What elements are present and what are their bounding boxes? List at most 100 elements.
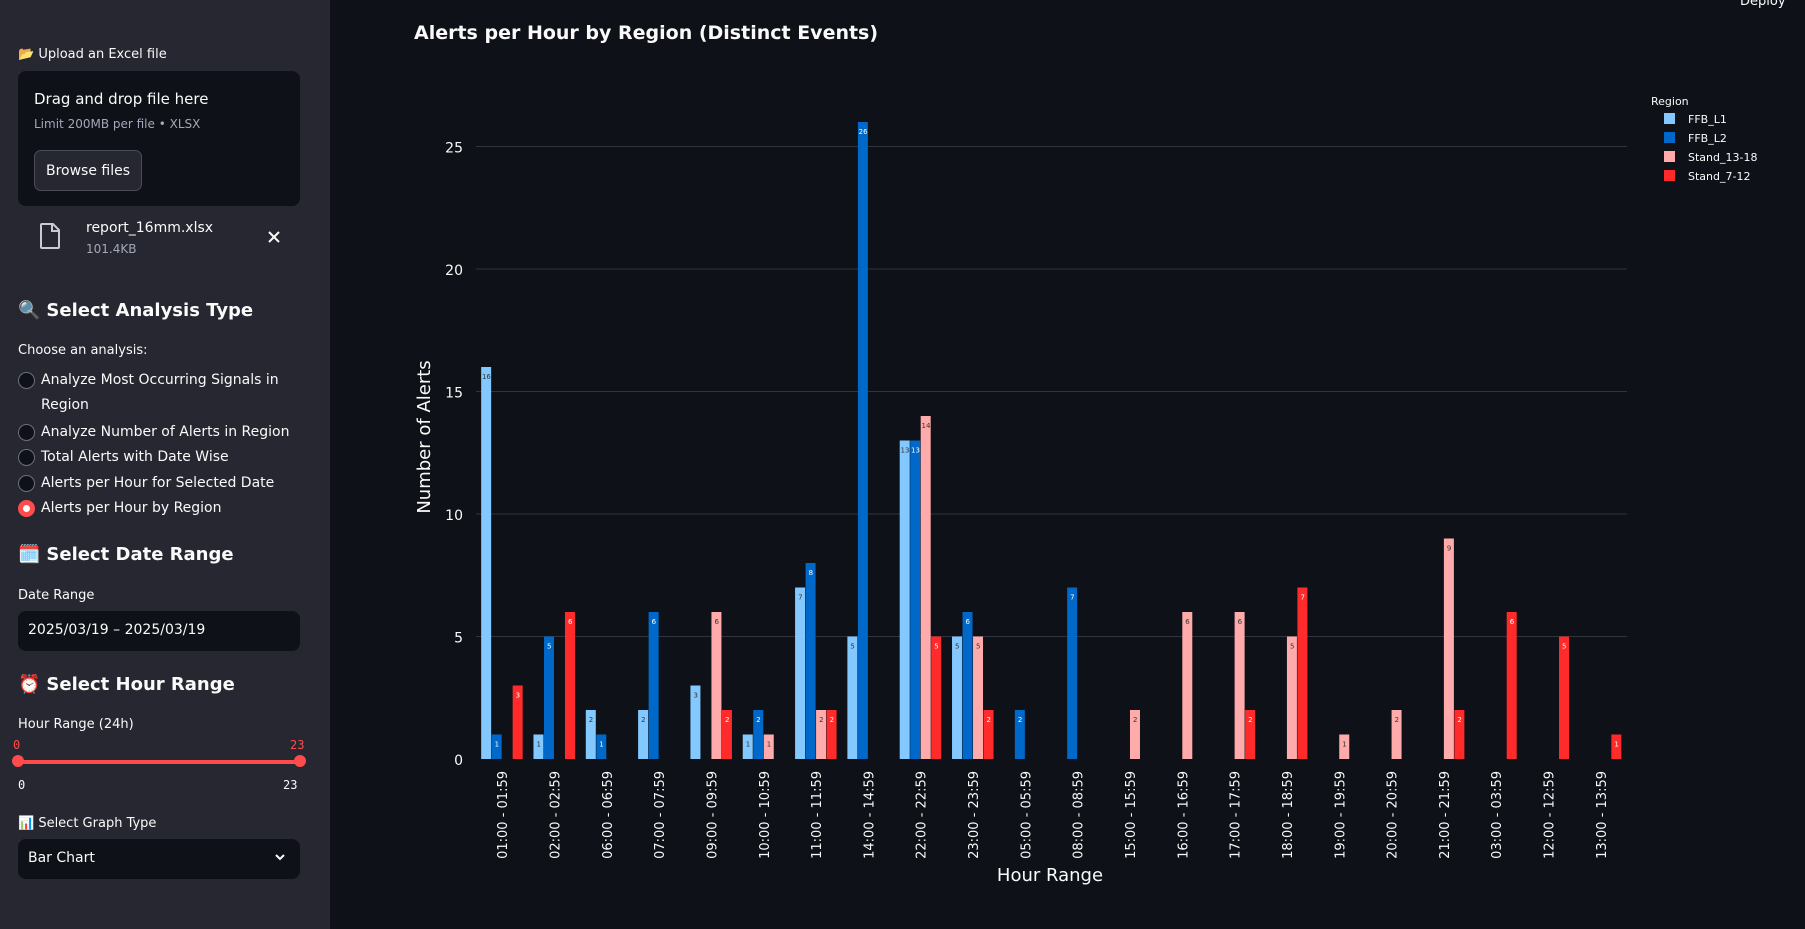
- radio-option-alerts-per-hour-by-region[interactable]: Alerts per Hour by Region: [18, 496, 308, 521]
- bar[interactable]: [742, 734, 753, 760]
- bar[interactable]: [1067, 587, 1078, 760]
- bar[interactable]: [805, 563, 816, 759]
- slider-min-label: 0: [18, 778, 26, 792]
- radio-label: Total Alerts with Date Wise: [41, 449, 229, 465]
- legend-label[interactable]: Stand_7-12: [1688, 170, 1750, 183]
- bar[interactable]: [1391, 710, 1402, 759]
- bar-data-label: 6: [1238, 618, 1243, 626]
- radio-option-most-occurring-signals[interactable]: Analyze Most Occurring Signals in Region: [18, 368, 308, 418]
- y-tick-label: 0: [454, 753, 463, 769]
- bar[interactable]: [512, 685, 523, 760]
- bar[interactable]: [910, 440, 921, 760]
- bar[interactable]: [1182, 612, 1193, 759]
- x-tick-label: 14:00 - 14:59: [862, 771, 877, 859]
- x-tick-label: 09:00 - 09:59: [705, 771, 720, 859]
- sidebar: 📂 Upload an Excel file Drag and drop fil…: [0, 0, 330, 929]
- slider-thumb-low[interactable]: [12, 755, 24, 767]
- bar[interactable]: [690, 685, 701, 760]
- slider-max-label: 23: [283, 778, 298, 792]
- x-tick-label: 10:00 - 10:59: [758, 771, 773, 859]
- x-tick-label: 22:00 - 22:59: [915, 771, 930, 859]
- legend-label[interactable]: FFB_L2: [1688, 132, 1727, 145]
- bar[interactable]: [1245, 710, 1256, 759]
- bar[interactable]: [1443, 538, 1454, 760]
- bar[interactable]: [816, 710, 827, 759]
- legend-swatch[interactable]: [1664, 113, 1675, 124]
- hour-range-heading: ⏰ Select Hour Range: [18, 674, 235, 695]
- bar-data-label: 5: [1562, 643, 1566, 651]
- legend-label[interactable]: Stand_13-18: [1688, 151, 1757, 164]
- bar[interactable]: [543, 636, 554, 760]
- bar-data-label: 6: [568, 618, 573, 626]
- bar[interactable]: [1559, 636, 1570, 760]
- hour-range-slider-track[interactable]: [18, 760, 300, 764]
- radio-button[interactable]: [18, 372, 35, 389]
- bar[interactable]: [638, 710, 649, 759]
- bar[interactable]: [564, 612, 575, 759]
- radio-button[interactable]: [18, 449, 35, 466]
- x-tick-label: 08:00 - 08:59: [1072, 771, 1087, 859]
- bar-data-label: 16: [482, 373, 491, 381]
- radio-label: Analyze Most Occurring Signals in Region: [41, 372, 279, 413]
- radio-button-selected[interactable]: [18, 500, 35, 517]
- bar[interactable]: [899, 440, 910, 760]
- x-tick-label: 11:00 - 11:59: [810, 771, 825, 859]
- bar[interactable]: [826, 710, 837, 759]
- bar[interactable]: [1297, 587, 1308, 760]
- x-axis-label: Hour Range: [997, 865, 1103, 886]
- bar[interactable]: [1611, 734, 1622, 760]
- bar[interactable]: [1129, 710, 1140, 759]
- bar[interactable]: [795, 587, 806, 760]
- chevron-down-icon[interactable]: [274, 851, 286, 863]
- bar-data-label: 14: [921, 422, 930, 430]
- bar[interactable]: [1454, 710, 1465, 759]
- bar-data-label: 1: [599, 741, 603, 749]
- bar-data-label: 2: [1248, 716, 1252, 724]
- bar[interactable]: [491, 734, 502, 760]
- bar[interactable]: [847, 636, 858, 760]
- browse-files-button[interactable]: Browse files: [34, 150, 142, 191]
- bar[interactable]: [721, 710, 732, 759]
- bar[interactable]: [585, 710, 596, 759]
- bar[interactable]: [1234, 612, 1245, 759]
- bar[interactable]: [857, 122, 868, 759]
- bar[interactable]: [920, 416, 931, 759]
- bar[interactable]: [931, 636, 942, 760]
- bar[interactable]: [648, 612, 659, 759]
- radio-option-number-of-alerts[interactable]: Analyze Number of Alerts in Region: [18, 420, 308, 445]
- bar[interactable]: [753, 710, 764, 759]
- legend-swatch[interactable]: [1664, 132, 1675, 143]
- bar[interactable]: [973, 636, 984, 760]
- bar[interactable]: [763, 734, 774, 760]
- slider-thumb-high[interactable]: [294, 755, 306, 767]
- graph-type-select[interactable]: Bar Chart: [18, 839, 300, 879]
- deploy-button[interactable]: Deploy: [1740, 0, 1786, 9]
- bar-data-label: 2: [641, 716, 645, 724]
- bar-data-label: 6: [1510, 618, 1515, 626]
- bar-data-label: 7: [798, 594, 802, 602]
- bar[interactable]: [1286, 636, 1297, 760]
- date-range-input[interactable]: 2025/03/19 – 2025/03/19: [18, 611, 300, 651]
- close-icon[interactable]: [263, 226, 285, 248]
- bar[interactable]: [962, 612, 973, 759]
- chart-legend: Region FFB_L1 FFB_L2 Stand_13-18 Stand_7-12: [1651, 95, 1757, 183]
- bar[interactable]: [711, 612, 722, 759]
- bar[interactable]: [533, 734, 544, 760]
- legend-swatch[interactable]: [1664, 151, 1675, 162]
- bar[interactable]: [1014, 710, 1025, 759]
- radio-option-total-alerts-date-wise[interactable]: Total Alerts with Date Wise: [18, 445, 308, 470]
- bar[interactable]: [481, 367, 492, 759]
- bar[interactable]: [596, 734, 607, 760]
- radio-button[interactable]: [18, 424, 35, 441]
- bar[interactable]: [1506, 612, 1517, 759]
- bar[interactable]: [952, 636, 963, 760]
- file-dropzone[interactable]: Drag and drop file here Limit 200MB per …: [18, 71, 300, 206]
- date-range-label: Date Range: [18, 588, 95, 603]
- radio-button[interactable]: [18, 475, 35, 492]
- legend-label[interactable]: FFB_L1: [1688, 113, 1727, 126]
- radio-option-alerts-per-hour-selected-date[interactable]: Alerts per Hour for Selected Date: [18, 471, 308, 496]
- bar[interactable]: [983, 710, 994, 759]
- legend-swatch[interactable]: [1664, 170, 1675, 181]
- bar[interactable]: [1339, 734, 1350, 760]
- bar-data-label: 1: [536, 741, 540, 749]
